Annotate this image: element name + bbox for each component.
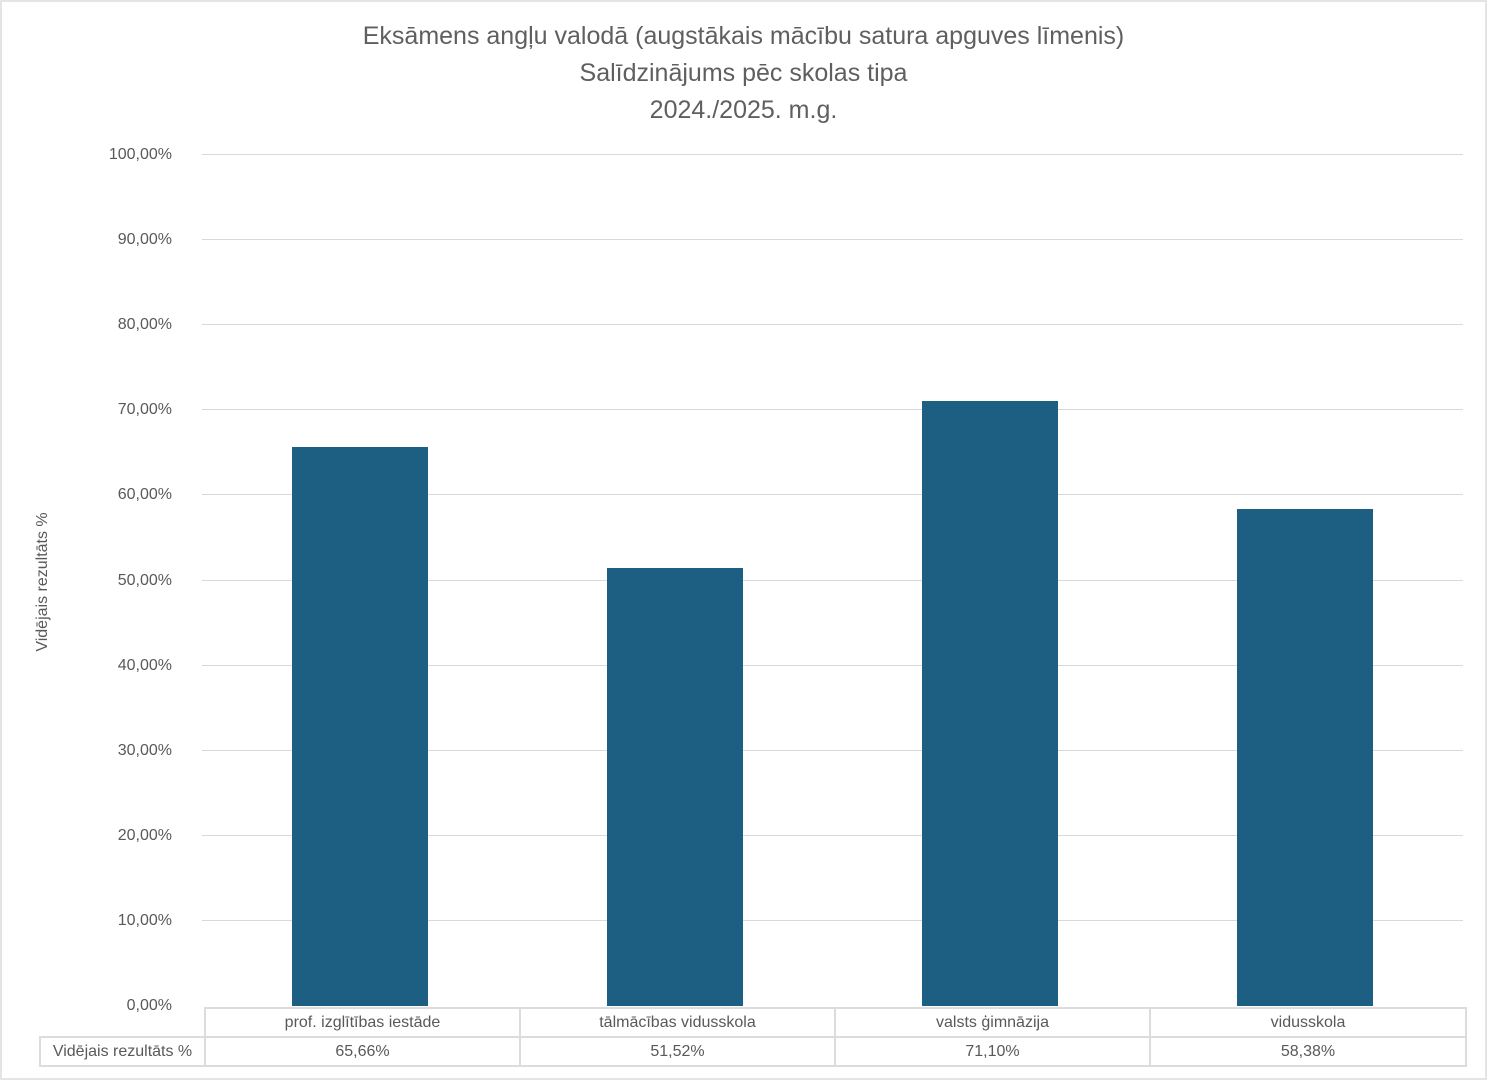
value-cell: 71,10% — [834, 1036, 1151, 1067]
column-header-cell: prof. izglītības iestāde — [204, 1007, 521, 1038]
y-tick-label: 40,00% — [117, 656, 172, 674]
gridline — [202, 239, 1463, 241]
y-tick-label: 10,00% — [117, 911, 172, 929]
chart-period: 2024./2025. m.g. — [649, 96, 838, 124]
gridline — [202, 749, 1463, 751]
y-tick-label: 80,00% — [117, 316, 172, 334]
y-tick-label: 60,00% — [117, 486, 172, 504]
chart-title: Eksāmens angļu valodā (augstākais mācību… — [362, 22, 1125, 50]
row-header-cell: Vidējais rezultāts % — [39, 1036, 206, 1067]
gridline — [202, 324, 1463, 326]
bar-vidusskola — [1237, 509, 1374, 1006]
gridline — [202, 409, 1463, 411]
value-cell: 51,52% — [519, 1036, 836, 1067]
table-corner-cell — [40, 1008, 205, 1037]
value-cell: 65,66% — [204, 1036, 521, 1067]
gridline — [202, 494, 1463, 496]
y-tick-label: 70,00% — [117, 401, 172, 419]
column-header-cell: valsts ģimnāzija — [834, 1007, 1151, 1038]
y-tick-label: 50,00% — [117, 571, 172, 589]
column-header-cell: tālmācības vidusskola — [519, 1007, 836, 1038]
gridline — [202, 834, 1463, 836]
bar-slot — [1148, 155, 1463, 1006]
gridline — [202, 579, 1463, 581]
y-tick-label: 30,00% — [117, 741, 172, 759]
bar-slot — [833, 155, 1148, 1006]
bar-talmacibas-vidusskola — [606, 567, 743, 1006]
table-values-row: Vidējais rezultāts % 65,66% 51,52% 71,10… — [39, 1036, 1467, 1067]
bar-slot — [517, 155, 832, 1006]
bar-prof-izglitibas-iestade — [291, 447, 428, 1006]
plot-area — [202, 154, 1463, 1006]
y-tick-label: 100,00% — [108, 146, 172, 163]
y-tick-label: 0,00% — [126, 997, 172, 1014]
gridlines — [202, 154, 1463, 1006]
value-cell: 58,38% — [1149, 1036, 1467, 1067]
bar-valsts-gimnazija — [922, 400, 1059, 1006]
gridline — [202, 154, 1463, 155]
table-header-row: prof. izglītības iestāde tālmācības vidu… — [40, 1007, 1467, 1038]
y-axis-ticks: 0,00% 10,00% 20,00% 30,00% 40,00% 50,00% 60,00… — [2, 147, 186, 1014]
gridline — [202, 919, 1463, 921]
y-tick-label: 90,00% — [117, 231, 172, 249]
gridline — [202, 664, 1463, 666]
y-tick-label: 20,00% — [117, 826, 172, 844]
bars-group — [202, 155, 1463, 1006]
data-table: prof. izglītības iestāde tālmācības vidu… — [39, 1007, 1467, 1067]
bar-slot — [202, 155, 517, 1006]
chart-subtitle: Salīdzinājums pēc skolas tipa — [579, 59, 908, 87]
column-header-cell: vidusskola — [1149, 1007, 1467, 1038]
chart-title-block: Eksāmens angļu valodā (augstākais mācību… — [2, 18, 1485, 129]
